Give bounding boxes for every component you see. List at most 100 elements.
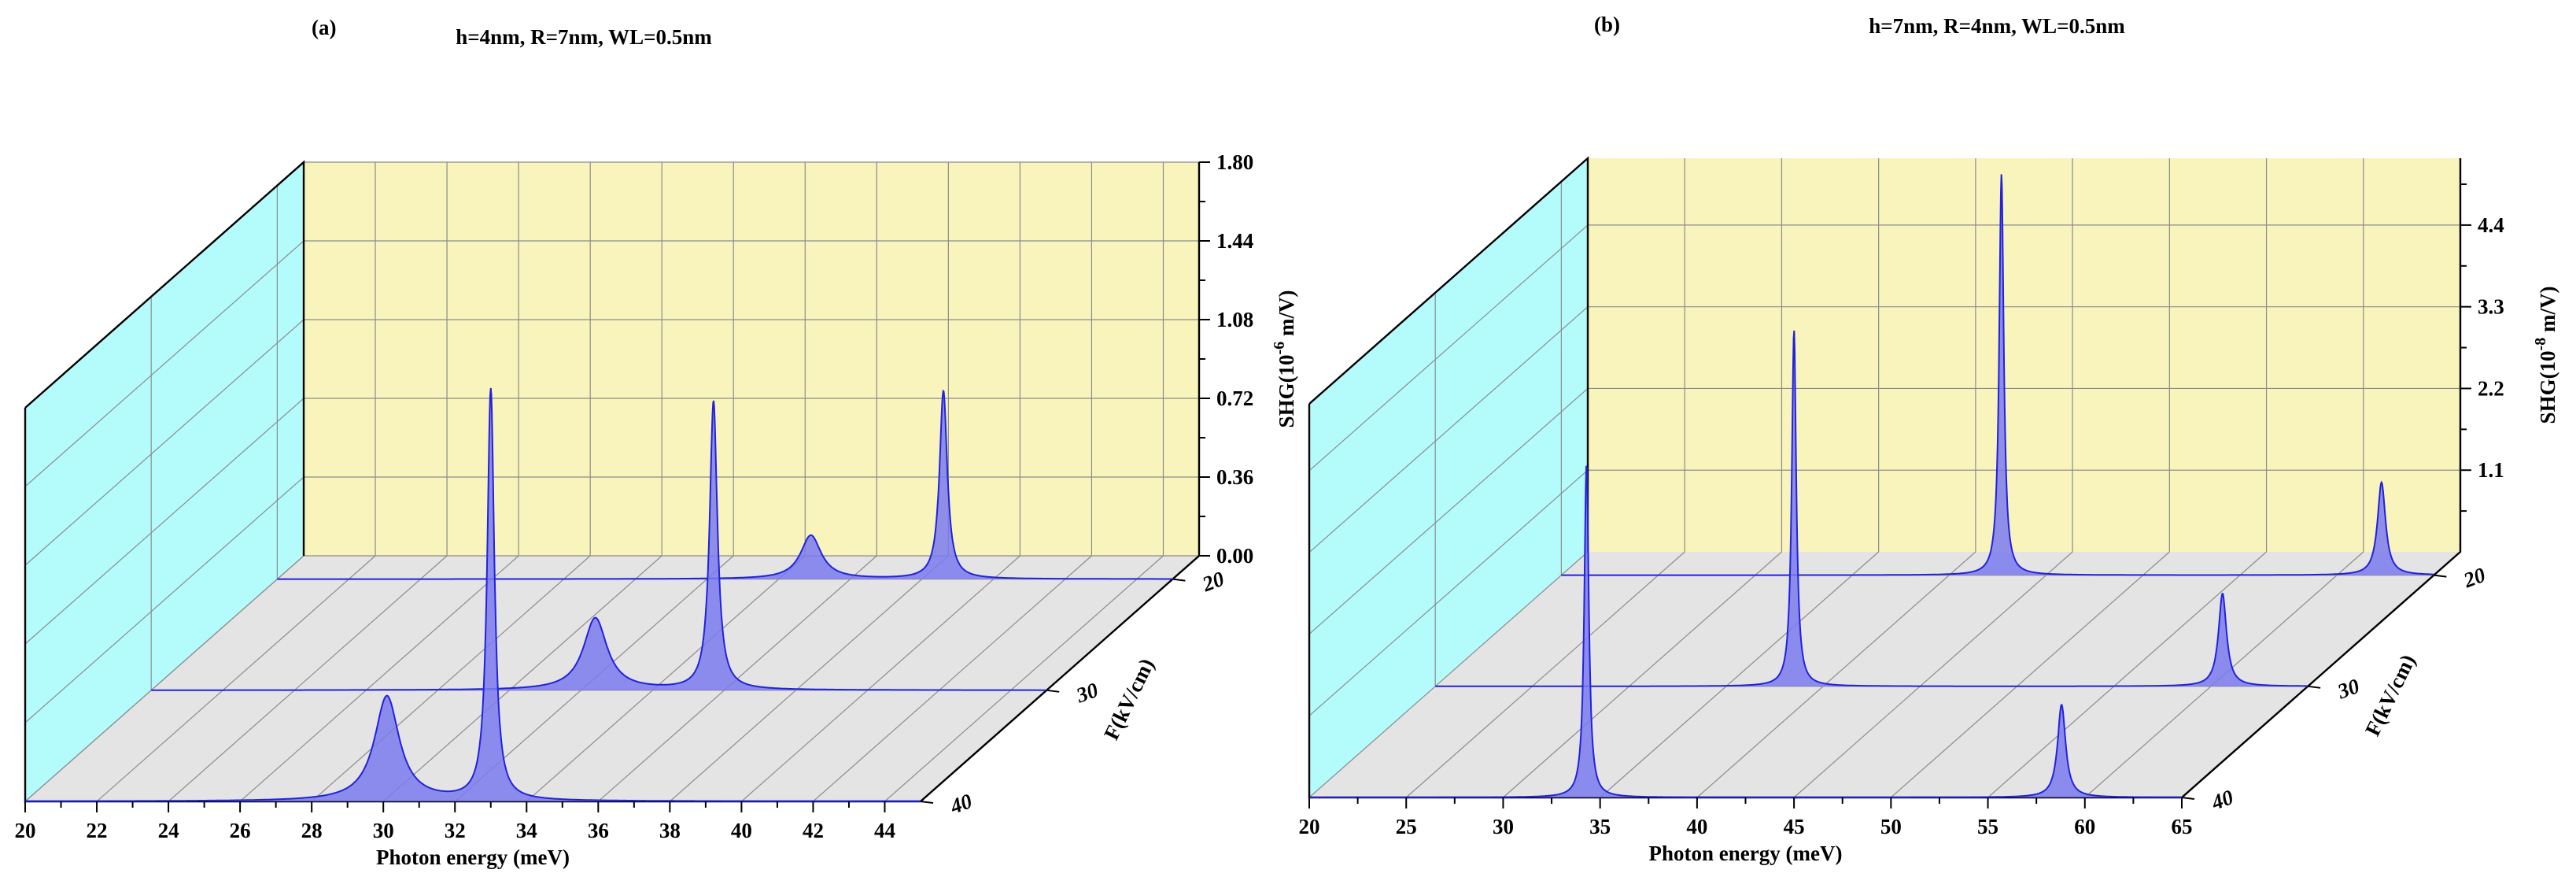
floor-gridline bbox=[1696, 551, 1976, 798]
z-tick bbox=[1172, 578, 1186, 582]
x-tick-label: 30 bbox=[373, 819, 394, 842]
sidewall-gridline bbox=[1308, 388, 1589, 635]
z-tick-label: 30 bbox=[2334, 674, 2363, 704]
z-axis-title: F(kV/cm) bbox=[2360, 651, 2420, 740]
x-tick-label: 28 bbox=[301, 819, 323, 842]
y-axis-title-unit: m/V) bbox=[1275, 290, 1298, 342]
x-tick-label: 24 bbox=[158, 819, 179, 842]
floor-gridline bbox=[884, 555, 1164, 802]
z-tick-label: 40 bbox=[947, 789, 976, 819]
sidewall-gridline bbox=[24, 476, 304, 723]
x-tick-label: 55 bbox=[1977, 815, 1998, 838]
x-tick-label: 50 bbox=[1880, 815, 1902, 838]
floor-gridline bbox=[669, 555, 949, 802]
series-line-40 bbox=[1309, 465, 2182, 798]
floor-plane bbox=[1309, 552, 2460, 797]
panel-label: (a) bbox=[312, 16, 336, 39]
x-tick-label: 20 bbox=[1299, 815, 1320, 838]
floor-gridline bbox=[239, 555, 519, 802]
back-wall bbox=[1588, 158, 2460, 552]
panel-label: (b) bbox=[1594, 13, 1620, 36]
x-tick-label: 40 bbox=[731, 819, 752, 842]
y-axis-title: SHG(10-8 m/V) bbox=[2532, 287, 2559, 424]
x-tick-label: 26 bbox=[230, 819, 251, 842]
floor-gridline bbox=[1890, 551, 2170, 798]
series-line-30 bbox=[151, 400, 1047, 691]
z-tick bbox=[2434, 574, 2447, 578]
x-tick-label: 65 bbox=[2172, 815, 2193, 838]
x-tick-label: 40 bbox=[1686, 815, 1707, 838]
series-area-20 bbox=[1561, 174, 2434, 575]
x-tick-label: 20 bbox=[15, 819, 36, 842]
z-tick-label: 30 bbox=[1072, 678, 1102, 708]
y-tick-label: 1.80 bbox=[1216, 150, 1253, 174]
sidewall-gridline bbox=[1308, 306, 1589, 553]
chart-title: h=7nm, R=4nm, WL=0.5nm bbox=[1869, 14, 2125, 38]
y-tick-label: 1.44 bbox=[1216, 229, 1253, 253]
z-tick bbox=[2181, 797, 2195, 800]
axis-frame-edge bbox=[24, 160, 305, 556]
x-tick-label: 44 bbox=[874, 819, 895, 842]
x-tick-label: 36 bbox=[588, 819, 609, 842]
y-tick-label: 0.00 bbox=[1216, 544, 1253, 568]
series-line-40 bbox=[25, 387, 921, 802]
z-tick bbox=[920, 801, 934, 804]
series-area-30 bbox=[151, 401, 1047, 690]
series-line-30 bbox=[1435, 330, 2308, 687]
floor-gridline bbox=[526, 555, 806, 802]
z-axis-title: F(kV/cm) bbox=[1099, 655, 1159, 744]
y-tick-label: 0.36 bbox=[1216, 465, 1253, 489]
x-tick-label: 38 bbox=[659, 819, 681, 842]
y-tick-label: 4.4 bbox=[2478, 213, 2504, 237]
floor-gridline bbox=[1405, 551, 1685, 798]
y-tick-label: 1.08 bbox=[1216, 308, 1253, 331]
y-axis-title-unit: m/V) bbox=[2536, 287, 2559, 338]
floor-gridline bbox=[1600, 551, 1880, 798]
x-tick-label: 35 bbox=[1589, 815, 1611, 838]
z-tick-label: 20 bbox=[1198, 567, 1227, 597]
sidewall-gridline bbox=[1308, 224, 1589, 472]
floor-gridline bbox=[813, 555, 1092, 802]
y-axis-title-exponent: -8 bbox=[2532, 338, 2549, 351]
z-tick bbox=[1046, 689, 1060, 693]
side-wall bbox=[1309, 158, 1588, 797]
floor-gridline bbox=[741, 555, 1020, 802]
y-axis-title-base: SHG(10 bbox=[1275, 354, 1298, 427]
series-area-30 bbox=[1435, 330, 2308, 686]
y-axis-title: SHG(10-6 m/V) bbox=[1271, 290, 1298, 428]
sidewall-gridline bbox=[24, 555, 304, 802]
series-line-20 bbox=[277, 389, 1173, 580]
floor-gridline bbox=[382, 555, 662, 802]
floor-gridline bbox=[96, 555, 376, 802]
series-line-20 bbox=[1561, 174, 2434, 576]
chart-title: h=4nm, R=7nm, WL=0.5nm bbox=[456, 25, 712, 49]
y-tick-label: 1.1 bbox=[2478, 458, 2504, 482]
x-tick-label: 22 bbox=[87, 819, 108, 842]
z-tick bbox=[2308, 685, 2321, 689]
y-axis-title-base: SHG(10 bbox=[2536, 350, 2559, 424]
floor-gridline bbox=[1987, 551, 2267, 798]
x-tick-label: 34 bbox=[516, 819, 537, 842]
series-area-20 bbox=[277, 390, 1173, 579]
sidewall-gridline bbox=[24, 398, 304, 645]
axis-frame-edge bbox=[1308, 156, 1589, 552]
y-axis-title-exponent: -6 bbox=[1271, 342, 1288, 355]
sidewall-gridline bbox=[1308, 469, 1589, 716]
chart-panel-1: 20 22 24 26 28 30 32 34 36 38 40 42 44 Photon energy … bbox=[15, 16, 1299, 869]
z-tick-label: 20 bbox=[2460, 563, 2489, 593]
x-tick-label: 45 bbox=[1784, 815, 1805, 838]
z-tick-label: 40 bbox=[2208, 785, 2237, 815]
y-tick-label: 0.72 bbox=[1216, 387, 1253, 410]
chart-panel-2: 20 25 30 35 40 45 50 55 60 65 Photon energy (meV) 1… bbox=[1299, 13, 2560, 865]
y-tick-label: 2.2 bbox=[2478, 376, 2504, 400]
x-axis-title: Photon energy (meV) bbox=[1649, 842, 1843, 865]
floor-gridline bbox=[1503, 551, 1782, 798]
back-wall bbox=[304, 162, 1199, 556]
x-axis-title: Photon energy (meV) bbox=[376, 845, 570, 869]
x-tick-label: 25 bbox=[1396, 815, 1417, 838]
x-tick-label: 32 bbox=[445, 819, 466, 842]
side-wall bbox=[25, 162, 304, 801]
floor-gridline bbox=[1793, 551, 2073, 798]
